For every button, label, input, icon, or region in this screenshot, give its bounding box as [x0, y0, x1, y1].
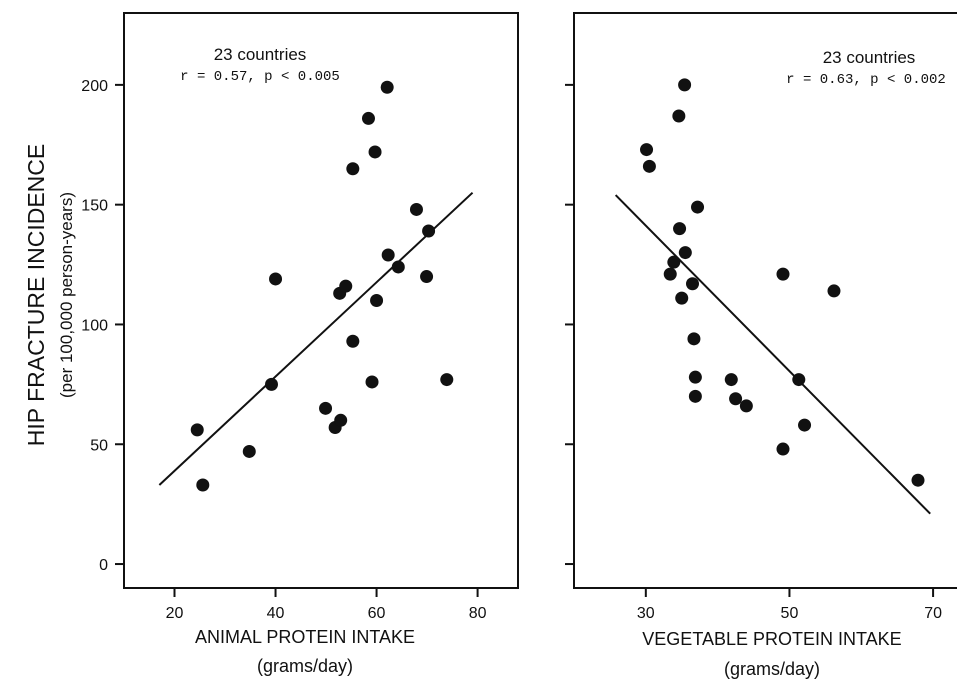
plot-frame	[573, 12, 957, 589]
data-point	[381, 248, 395, 262]
tick-group: 30 50 70	[565, 83, 942, 622]
data-points	[190, 80, 454, 492]
data-point	[346, 162, 360, 176]
regression-line	[614, 194, 931, 515]
tick-group: 20 40 60 80 0 50 100 150 200	[81, 78, 486, 622]
data-point	[368, 145, 382, 159]
data-point	[678, 246, 692, 260]
y-axis-title: HIP FRACTURE INCIDENCE (per 100,000 pers…	[23, 144, 76, 446]
y-axis-label: HIP FRACTURE INCIDENCE	[23, 144, 49, 446]
y-tick-label: 50	[90, 437, 108, 454]
data-point	[776, 442, 790, 456]
data-point	[380, 80, 394, 94]
plot-frame	[123, 12, 519, 589]
data-point	[663, 267, 677, 281]
x-axis-label: VEGETABLE PROTEIN INTAKE	[642, 629, 901, 649]
data-point	[640, 143, 654, 157]
annotation-stats: r = 0.57, p < 0.005	[180, 69, 340, 85]
x-tick-label: 80	[469, 605, 487, 622]
data-point	[334, 413, 348, 427]
x-axis-sublabel: (grams/day)	[257, 656, 353, 676]
animal-protein-panel: 20 40 60 80 0 50 100 150 200 23 countries r = 0.…	[81, 12, 519, 676]
y-tick-label: 150	[81, 198, 108, 215]
x-tick-label: 50	[781, 605, 799, 622]
data-point	[440, 373, 454, 387]
annotation-countries: 23 countries	[214, 45, 307, 64]
data-point	[827, 284, 841, 298]
data-point	[339, 279, 353, 293]
data-point	[729, 392, 743, 406]
data-point	[792, 373, 806, 387]
x-tick-label: 20	[166, 605, 184, 622]
data-point	[798, 418, 812, 432]
y-tick-label: 0	[99, 557, 108, 574]
x-axis-label: ANIMAL PROTEIN INTAKE	[195, 627, 415, 647]
data-point	[196, 478, 210, 492]
data-point	[391, 260, 405, 274]
data-point	[776, 267, 790, 281]
data-point	[242, 444, 256, 458]
annotation-stats: r = 0.63, p < 0.002	[786, 72, 946, 88]
data-point	[724, 373, 738, 387]
data-point	[688, 389, 702, 403]
data-point	[319, 401, 333, 415]
y-axis-sublabel: (per 100,000 person-years)	[57, 192, 76, 398]
data-point	[346, 334, 360, 348]
data-point	[667, 255, 681, 269]
data-point	[420, 270, 434, 284]
data-point	[365, 375, 379, 389]
vegetable-protein-panel: 30 50 70 23 countries r = 0.63, p < 0.002 …	[565, 12, 957, 679]
x-tick-label: 60	[368, 605, 386, 622]
x-tick-label: 70	[924, 605, 942, 622]
data-point	[642, 159, 656, 173]
data-point	[686, 277, 699, 291]
x-tick-label: 30	[637, 605, 655, 622]
annotation-countries: 23 countries	[823, 48, 916, 67]
data-point	[911, 473, 925, 487]
data-point	[264, 377, 278, 391]
data-point	[422, 224, 436, 238]
regression-line	[158, 191, 474, 486]
data-point	[672, 109, 686, 123]
data-point	[687, 332, 701, 346]
data-point	[673, 222, 687, 236]
x-axis-sublabel: (grams/day)	[724, 659, 820, 679]
data-point	[190, 423, 204, 437]
data-point	[688, 370, 702, 384]
data-point	[739, 399, 753, 413]
data-point	[691, 200, 705, 214]
data-point	[361, 111, 375, 125]
data-point	[678, 78, 692, 92]
y-tick-label: 200	[81, 78, 108, 95]
data-point	[675, 291, 689, 305]
data-point	[370, 294, 384, 307]
data-points	[640, 78, 925, 487]
x-tick-label: 40	[267, 605, 285, 622]
data-point	[269, 272, 283, 286]
data-point	[409, 202, 423, 216]
y-tick-label: 100	[81, 317, 108, 334]
